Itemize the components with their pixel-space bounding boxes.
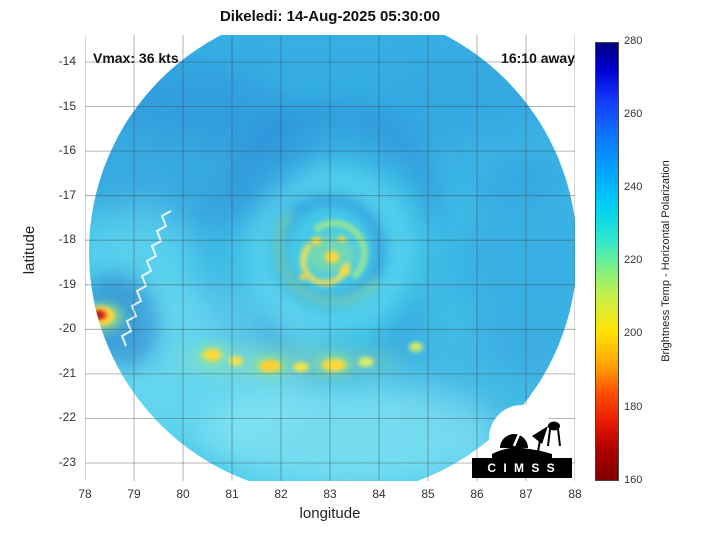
logo-text: C I M S S — [487, 461, 556, 475]
heatmap-canvas — [85, 35, 575, 481]
logo-observatory-dome-icon — [500, 434, 528, 448]
x-tick: 86 — [470, 487, 484, 501]
logo-ground — [492, 447, 552, 459]
x-axis-label: longitude — [299, 505, 361, 522]
colorbar-tick: 260 — [624, 108, 643, 120]
logo-banner — [472, 458, 572, 478]
x-tick: 83 — [323, 487, 337, 501]
colorbar-label: Brightness Temp - Horizontal Polarizatio… — [660, 160, 672, 362]
x-tick: 79 — [127, 487, 141, 501]
logo-water-tower-icon — [548, 421, 560, 431]
x-tick: 81 — [225, 487, 239, 501]
x-tick: 88 — [568, 487, 582, 501]
southern-convective-band — [175, 342, 423, 377]
x-tick: 87 — [519, 487, 533, 501]
swath-data — [89, 35, 575, 481]
cimss-logo: C I M S S — [472, 405, 572, 478]
y-tick: -15 — [58, 99, 76, 113]
colorbar-tick: 160 — [624, 474, 643, 486]
x-tick: 85 — [421, 487, 435, 501]
grid-lines — [85, 35, 575, 481]
x-tick: 82 — [274, 487, 288, 501]
x-tick: 80 — [176, 487, 190, 501]
y-tick: -16 — [58, 143, 76, 157]
x-tick: 84 — [372, 487, 386, 501]
y-tick: -21 — [58, 366, 76, 380]
y-tick: -18 — [58, 232, 76, 246]
y-axis-label: latitude — [21, 225, 38, 275]
y-tick: -19 — [58, 277, 76, 291]
colorbar-tick: 200 — [624, 327, 643, 339]
colorbar-tick: 180 — [624, 401, 643, 413]
y-tick: -22 — [58, 410, 76, 424]
y-tick: -23 — [58, 455, 76, 469]
y-tick: -14 — [58, 54, 76, 68]
colorbar-tick: 280 — [624, 35, 643, 47]
y-tick: -17 — [58, 188, 76, 202]
chart-title: Dikeledi: 14-Aug-2025 05:30:00 — [219, 8, 441, 25]
colorbar — [595, 42, 619, 481]
x-tick: 78 — [78, 487, 92, 501]
scan-edge-seam — [120, 210, 172, 347]
y-tick: -20 — [58, 321, 76, 335]
colorbar-tick: 220 — [624, 254, 643, 266]
logo-radio-dish-icon — [532, 426, 548, 444]
colorbar-tick: 240 — [624, 181, 643, 193]
